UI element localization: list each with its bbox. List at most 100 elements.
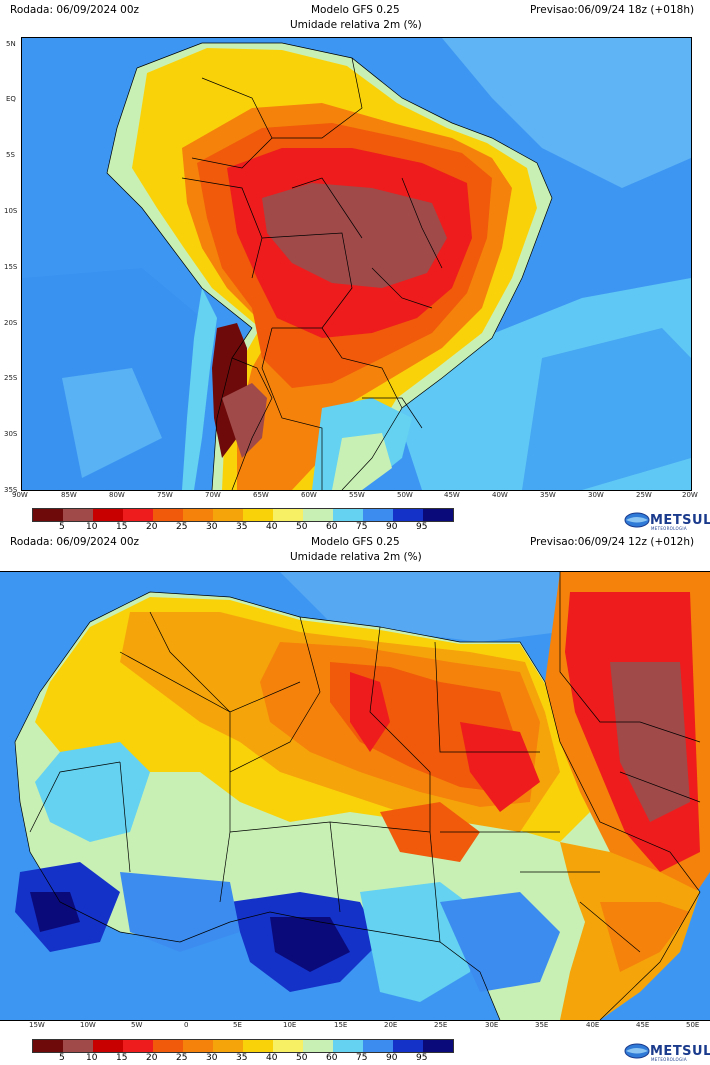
colorbar-swatch <box>273 1040 303 1052</box>
colorbar-label: 20 <box>146 1053 158 1063</box>
colorbar <box>32 1039 454 1053</box>
lon-tick: 80W <box>109 491 125 499</box>
lon-tick: 55W <box>349 491 365 499</box>
lon-tick: 60W <box>301 491 317 499</box>
colorbar-label: 25 <box>176 1053 188 1063</box>
globe-icon <box>624 512 650 528</box>
lat-tick: 10S <box>4 207 18 215</box>
top-run-label: Rodada: 06/09/2024 00z <box>10 4 140 16</box>
lon-tick: 45E <box>636 1021 650 1029</box>
brand-name: METSUL <box>650 512 710 528</box>
lon-tick: 50E <box>686 1021 700 1029</box>
lon-tick: 45W <box>444 491 460 499</box>
colorbar-swatch <box>33 1040 63 1052</box>
colorbar-swatch <box>333 1040 363 1052</box>
lon-tick: 35W <box>540 491 556 499</box>
bottom-model-label: Modelo GFS 0.25 <box>311 536 400 548</box>
lat-tick: 15S <box>4 263 18 271</box>
brand-tagline: METEOROLOGIA <box>651 526 687 531</box>
lat-tick: EQ <box>6 95 16 103</box>
colorbar-swatch <box>63 509 93 521</box>
colorbar-label: 60 <box>326 522 338 532</box>
africa-map <box>0 571 710 1021</box>
colorbar-swatch <box>243 1040 273 1052</box>
colorbar-swatch <box>153 1040 183 1052</box>
bottom-run-label: Rodada: 06/09/2024 00z <box>10 536 140 548</box>
colorbar-swatch <box>63 1040 93 1052</box>
colorbar-swatch <box>273 509 303 521</box>
colorbar-swatch <box>93 509 123 521</box>
colorbar-label: 90 <box>386 1053 398 1063</box>
lon-tick: 20E <box>384 1021 398 1029</box>
lon-tick: 25E <box>434 1021 448 1029</box>
lon-tick: 10E <box>283 1021 297 1029</box>
colorbar-label: 10 <box>86 522 98 532</box>
colorbar-label: 10 <box>86 1053 98 1063</box>
colorbar-swatch <box>363 509 393 521</box>
colorbar-swatch <box>213 509 243 521</box>
lon-tick: 65W <box>253 491 269 499</box>
colorbar-swatch <box>213 1040 243 1052</box>
colorbar-label: 15 <box>116 1053 128 1063</box>
top-model-label: Modelo GFS 0.25 <box>311 4 400 16</box>
lon-tick: 75W <box>157 491 173 499</box>
colorbar-label: 50 <box>296 522 308 532</box>
colorbar-swatch <box>393 509 423 521</box>
lon-tick: 50W <box>397 491 413 499</box>
lat-tick: 20S <box>4 319 18 327</box>
lon-tick: 5E <box>233 1021 242 1029</box>
colorbar-swatch <box>303 1040 333 1052</box>
lat-tick: 35S <box>4 486 18 494</box>
lon-tick: 90W <box>12 491 28 499</box>
top-variable-label: Umidade relativa 2m (%) <box>290 19 422 31</box>
brand-name: METSUL <box>650 1043 710 1059</box>
lon-tick: 5W <box>131 1021 143 1029</box>
colorbar-swatch <box>183 509 213 521</box>
colorbar-label: 20 <box>146 522 158 532</box>
lon-tick: 30E <box>485 1021 499 1029</box>
colorbar-label: 40 <box>266 1053 278 1063</box>
colorbar-label: 40 <box>266 522 278 532</box>
colorbar-label: 15 <box>116 522 128 532</box>
lon-tick: 15W <box>29 1021 45 1029</box>
colorbar-swatch <box>93 1040 123 1052</box>
lon-tick: 35E <box>535 1021 549 1029</box>
colorbar-swatch <box>123 509 153 521</box>
colorbar-label: 5 <box>59 522 65 532</box>
colorbar-label: 35 <box>236 1053 248 1063</box>
lon-tick: 0 <box>184 1021 189 1029</box>
lat-tick: 5S <box>6 151 15 159</box>
colorbar <box>32 508 454 522</box>
colorbar-swatch <box>123 1040 153 1052</box>
colorbar-swatch <box>153 509 183 521</box>
lat-tick: 25S <box>4 374 18 382</box>
colorbar-label: 60 <box>326 1053 338 1063</box>
top-panel: Rodada: 06/09/2024 00z Modelo GFS 0.25 U… <box>4 4 710 532</box>
lon-tick: 70W <box>205 491 221 499</box>
bottom-forecast-label: Previsao:06/09/24 12z (+012h) <box>530 536 695 548</box>
lon-tick: 10W <box>80 1021 96 1029</box>
lon-tick: 30W <box>588 491 604 499</box>
lat-tick: 5N <box>6 40 16 48</box>
colorbar-label: 90 <box>386 522 398 532</box>
colorbar-swatch <box>243 509 273 521</box>
colorbar-label: 35 <box>236 522 248 532</box>
metsul-logo: METSUL METEOROLOGIA <box>624 512 710 531</box>
lon-tick: 25W <box>636 491 652 499</box>
colorbar-label: 75 <box>356 1053 368 1063</box>
colorbar-label: 95 <box>416 522 428 532</box>
south-america-map <box>21 37 692 491</box>
lat-tick: 30S <box>4 430 18 438</box>
colorbar-label: 30 <box>206 1053 218 1063</box>
colorbar-swatch <box>363 1040 393 1052</box>
lon-tick: 40W <box>492 491 508 499</box>
colorbar-swatch <box>333 509 363 521</box>
colorbar-label: 75 <box>356 522 368 532</box>
colorbar-swatch <box>423 509 453 521</box>
top-forecast-label: Previsao:06/09/24 18z (+018h) <box>530 4 695 16</box>
lon-tick: 40E <box>586 1021 600 1029</box>
colorbar-label: 50 <box>296 1053 308 1063</box>
bottom-panel: Rodada: 06/09/2024 00z Modelo GFS 0.25 U… <box>0 533 710 1065</box>
bottom-variable-label: Umidade relativa 2m (%) <box>290 551 422 563</box>
globe-icon <box>624 1043 650 1059</box>
